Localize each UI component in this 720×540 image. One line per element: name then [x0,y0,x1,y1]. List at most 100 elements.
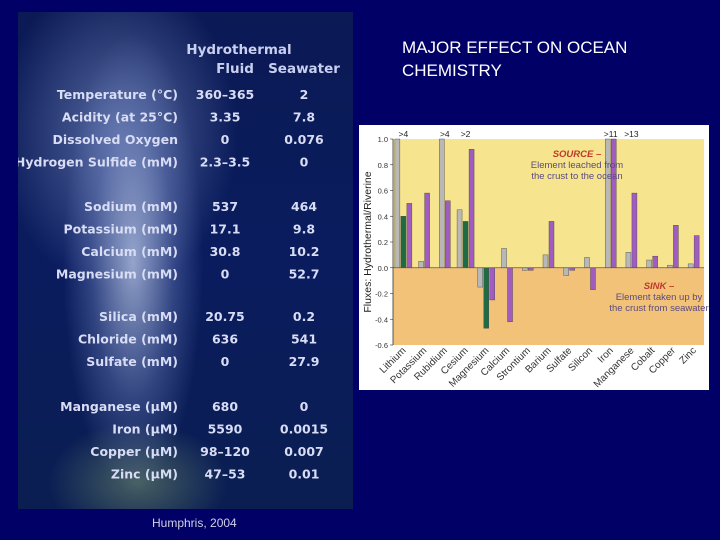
row-seawater-value: 0.2 [293,309,315,324]
bar [563,267,569,276]
bar [400,216,407,268]
row-label: Copper (μM) [90,444,178,459]
bar [468,149,475,268]
bar [501,248,507,268]
y-tick-label: 0.0 [378,264,388,273]
bar [542,254,549,268]
bar [652,255,658,268]
flux-chart: Lithium Potassium Rubidium Cesium Magnesium C… [359,125,709,390]
sink-annotation-body: Element taken up by the crust from seawa… [609,292,709,314]
row-fluid-value: 20.75 [205,309,245,324]
bar [424,192,430,268]
row-fluid-value: 0 [221,267,230,282]
bar [406,203,413,268]
bar [489,267,496,301]
row-label: Potassium (mM) [64,222,179,237]
row-seawater-value: 52.7 [289,267,320,282]
row-fluid-value: 0 [221,132,230,147]
bar [548,221,555,268]
source-credit: Humphris, 2004 [152,516,237,530]
bar [456,209,463,268]
overflow-label: >4 [399,129,409,139]
row-fluid-value: 680 [212,399,238,414]
sink-region [393,267,704,345]
row-fluid-value: 5590 [208,422,243,437]
y-tick-label: -0.6 [375,341,388,350]
y-tick-label: 0.6 [378,187,388,196]
row-fluid-value: 3.35 [210,110,241,125]
bar [462,221,469,268]
flux-chart-svg: LithiumPotassiumRubidiumCesiumMagnesiumC… [362,129,704,390]
row-seawater-value: 2 [300,87,309,102]
bar [590,267,596,290]
row-seawater-value: 27.9 [289,354,320,369]
y-tick-label: 0.8 [378,161,388,170]
row-seawater-value: 0 [300,399,309,414]
bar [631,192,638,268]
row-label: Dissolved Oxygen [52,132,178,147]
col-header-fluid: Fluid [216,61,254,77]
bar [418,261,424,268]
row-label: Silica (mM) [99,309,178,324]
bar [445,200,451,268]
row-fluid-value: 636 [212,332,238,347]
bar [625,252,632,268]
y-tick-label: 1.0 [378,135,388,144]
row-label: Manganese (μM) [60,399,178,414]
row-fluid-value: 47–53 [204,467,245,482]
bar [646,259,652,268]
row-fluid-value: 2.3–3.5 [200,155,251,170]
row-label: Zinc (μM) [111,467,178,482]
row-label: Calcium (mM) [81,244,178,259]
overflow-label: >2 [461,129,471,139]
row-fluid-value: 17.1 [210,222,241,237]
row-seawater-value: 0.0015 [280,422,328,437]
y-tick-label: 0.4 [378,212,388,221]
bar [507,267,513,323]
vent-photo-panel: Hydrothermal Fluid Seawater Temperature (°C… [18,12,353,509]
vent-composition-table: Hydrothermal Fluid Seawater Temperature (°C… [18,42,340,482]
y-tick-label: -0.2 [375,290,388,299]
bar [687,263,694,268]
row-fluid-value: 537 [212,199,238,214]
sink-annotation: SINK – Element taken up by the crust fro… [609,281,709,314]
overflow-label: >13 [624,129,639,139]
y-tick-label: 0.2 [378,238,388,247]
row-label: Magnesium (mM) [56,267,178,282]
row-seawater-value: 464 [291,199,317,214]
row-fluid-value: 360–365 [196,87,254,102]
col-header-fluid: Hydrothermal [186,42,291,58]
row-seawater-value: 10.2 [289,244,320,259]
bar [483,267,490,329]
row-fluid-value: 0 [221,354,230,369]
bar [693,235,700,268]
row-seawater-value: 0.01 [289,467,320,482]
row-seawater-value: 0.076 [284,132,324,147]
row-seawater-value: 0 [300,155,309,170]
source-annotation-head: SOURCE – [552,149,602,160]
row-fluid-value: 30.8 [210,244,241,259]
bar [439,138,445,268]
row-label: Sodium (mM) [84,199,178,214]
source-annotation-body: Element leached from the crust to the oc… [530,160,624,182]
row-seawater-value: 9.8 [293,222,315,237]
bar [477,267,484,288]
bar [673,225,679,268]
source-region [393,139,704,268]
x-tick-label: Zinc [678,345,699,366]
row-label: Sulfate (mM) [86,354,178,369]
bar [584,257,590,268]
row-label: Temperature (°C) [57,87,178,102]
overflow-label: >4 [440,129,450,139]
row-seawater-value: 0.007 [284,444,324,459]
overflow-label: >11 [604,129,618,139]
row-seawater-value: 7.8 [293,110,315,125]
y-tick-label: -0.4 [375,315,388,324]
row-label: Chloride (mM) [78,332,178,347]
row-label: Acidity (at 25°C) [62,110,178,125]
row-seawater-value: 541 [291,332,317,347]
row-label: Iron (μM) [112,422,178,437]
row-fluid-value: 98–120 [200,444,250,459]
y-axis-label: Fluxes: Hydrothermal/Riverine [362,171,374,312]
source-annotation: SOURCE – Element leached from the crust … [527,149,627,182]
